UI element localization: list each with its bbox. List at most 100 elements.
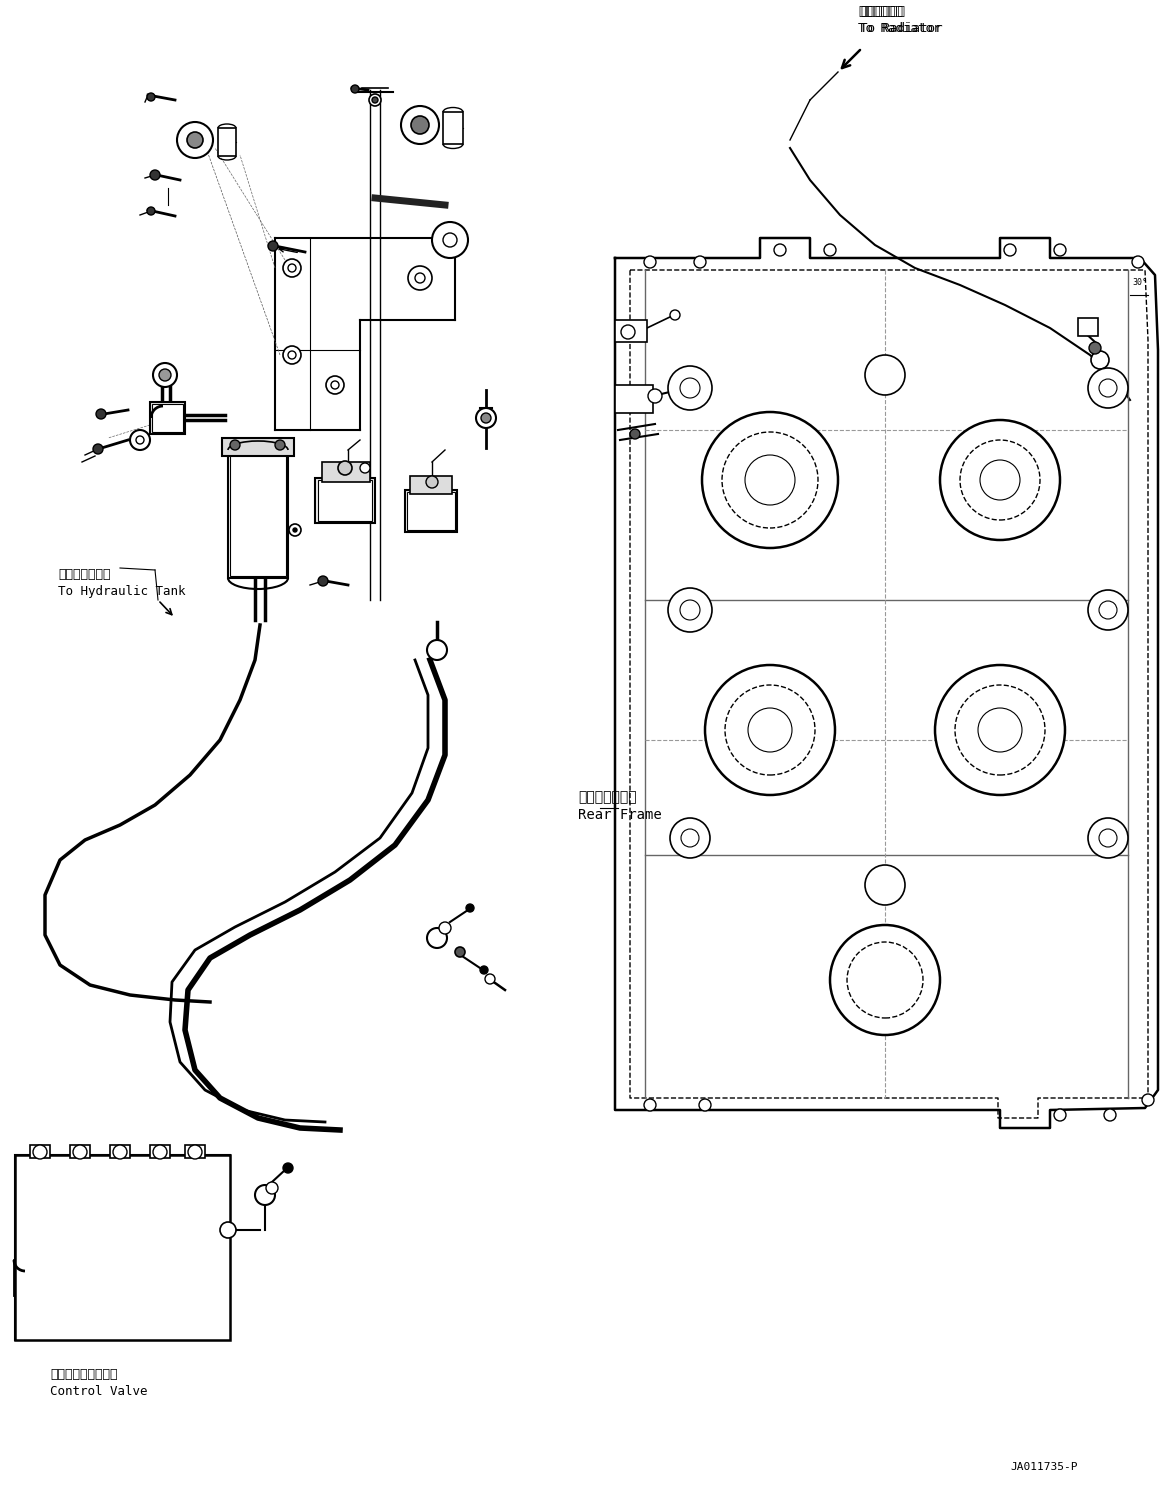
Circle shape — [288, 523, 301, 535]
Circle shape — [326, 376, 344, 394]
Circle shape — [369, 94, 381, 106]
Bar — [411, 476, 452, 494]
Circle shape — [1089, 368, 1128, 409]
Circle shape — [1089, 590, 1128, 631]
Circle shape — [177, 122, 213, 158]
Circle shape — [1132, 256, 1144, 268]
Text: JA011735-P: JA011735-P — [1009, 1463, 1077, 1472]
Circle shape — [680, 379, 700, 398]
Circle shape — [255, 1185, 274, 1205]
Circle shape — [154, 362, 177, 388]
Circle shape — [748, 708, 792, 751]
Circle shape — [293, 528, 297, 532]
Text: Control Valve: Control Valve — [50, 1385, 148, 1399]
Bar — [228, 447, 288, 579]
Circle shape — [480, 966, 488, 974]
Bar — [15, 1156, 230, 1340]
Bar — [405, 491, 457, 532]
Bar — [317, 480, 372, 520]
Circle shape — [847, 942, 923, 1018]
Circle shape — [1099, 379, 1116, 397]
Circle shape — [705, 665, 835, 795]
Circle shape — [670, 819, 709, 857]
Circle shape — [621, 325, 635, 338]
Circle shape — [680, 599, 700, 620]
Circle shape — [230, 440, 240, 450]
Circle shape — [1054, 1109, 1066, 1121]
Circle shape — [1104, 1109, 1116, 1121]
Circle shape — [283, 259, 301, 277]
Circle shape — [1089, 819, 1128, 857]
Circle shape — [73, 1145, 87, 1159]
Circle shape — [130, 429, 150, 450]
Circle shape — [830, 924, 940, 1035]
Circle shape — [699, 1099, 711, 1111]
Circle shape — [266, 1182, 278, 1194]
Text: ラジエータへ: ラジエータへ — [859, 4, 905, 18]
Circle shape — [1099, 829, 1116, 847]
Circle shape — [722, 432, 818, 528]
Text: リヤーフレーム: リヤーフレーム — [578, 790, 636, 804]
Circle shape — [466, 904, 475, 912]
Circle shape — [97, 409, 106, 419]
Bar — [322, 462, 370, 482]
Circle shape — [411, 116, 429, 134]
Bar — [15, 1156, 230, 1340]
Circle shape — [648, 389, 662, 403]
Text: 30°: 30° — [1132, 277, 1147, 286]
Circle shape — [159, 368, 171, 382]
Circle shape — [485, 974, 495, 984]
Circle shape — [978, 708, 1022, 751]
Bar — [222, 438, 294, 456]
Circle shape — [427, 927, 447, 948]
Circle shape — [825, 245, 836, 256]
Circle shape — [1089, 341, 1101, 353]
Circle shape — [351, 85, 359, 92]
Circle shape — [426, 476, 438, 488]
Circle shape — [93, 444, 104, 453]
Circle shape — [443, 233, 457, 248]
Text: ラジエータへ: ラジエータへ — [858, 4, 902, 18]
Circle shape — [33, 1145, 47, 1159]
Circle shape — [668, 587, 712, 632]
Circle shape — [438, 921, 451, 933]
Circle shape — [427, 640, 447, 661]
Circle shape — [1054, 245, 1066, 256]
Circle shape — [431, 222, 468, 258]
Bar — [407, 492, 455, 529]
Bar — [30, 1145, 50, 1159]
Text: To Radiator: To Radiator — [859, 22, 942, 34]
Circle shape — [702, 412, 839, 549]
Bar — [110, 1145, 130, 1159]
Circle shape — [745, 455, 795, 505]
Bar — [230, 450, 286, 576]
Circle shape — [476, 409, 495, 428]
Circle shape — [188, 1145, 202, 1159]
Circle shape — [670, 310, 680, 321]
Bar — [150, 403, 185, 434]
Bar — [150, 1145, 170, 1159]
Circle shape — [725, 684, 815, 775]
Circle shape — [955, 684, 1046, 775]
Circle shape — [1091, 350, 1110, 368]
Circle shape — [147, 92, 155, 101]
Circle shape — [283, 346, 301, 364]
Circle shape — [630, 429, 640, 438]
Circle shape — [113, 1145, 127, 1159]
Circle shape — [147, 207, 155, 215]
Circle shape — [401, 106, 438, 145]
Circle shape — [455, 947, 465, 957]
Bar — [615, 321, 647, 341]
Circle shape — [274, 440, 285, 450]
Circle shape — [331, 382, 338, 389]
Circle shape — [136, 435, 144, 444]
Circle shape — [150, 170, 160, 180]
Circle shape — [644, 1099, 656, 1111]
Bar — [615, 385, 652, 413]
Circle shape — [187, 133, 204, 148]
Circle shape — [980, 461, 1020, 499]
Circle shape — [283, 1163, 293, 1173]
Circle shape — [288, 264, 297, 271]
Text: コントロールバルブ: コントロールバルブ — [50, 1369, 117, 1381]
Circle shape — [267, 242, 278, 250]
